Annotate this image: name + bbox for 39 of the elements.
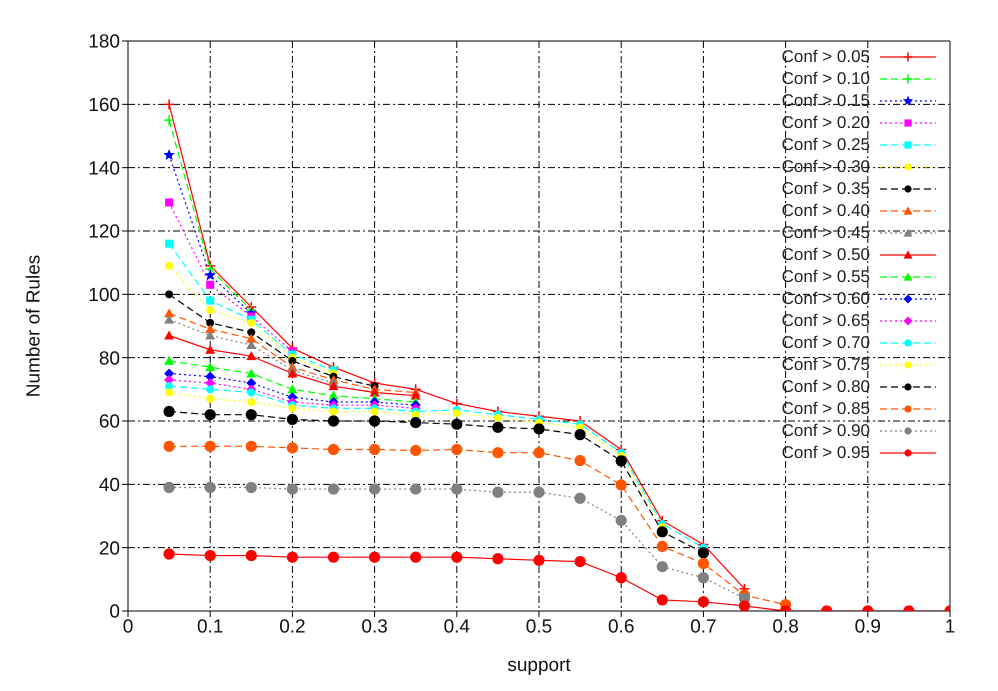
y-tick-label: 160	[88, 95, 120, 116]
legend-label: Conf > 0.55	[782, 267, 870, 287]
y-tick-label: 100	[88, 285, 120, 306]
x-tick-label: 0.2	[279, 616, 306, 638]
y-tick-label: 180	[88, 32, 120, 53]
y-tick-label: 20	[98, 538, 120, 560]
x-tick-label: 0.8	[772, 616, 799, 638]
x-axis-title: support	[507, 655, 572, 676]
x-tick-label: 0.7	[690, 616, 717, 638]
x-tick-label: 0	[122, 616, 134, 638]
y-tick-label: 140	[88, 158, 120, 180]
legend-label: Conf > 0.65	[782, 311, 870, 331]
x-tick-label: 0.6	[608, 616, 634, 638]
legend-label: Conf > 0.95	[782, 443, 870, 463]
y-tick-label: 120	[88, 222, 120, 243]
legend-label: Conf > 0.25	[782, 135, 870, 155]
x-tick-label: 1	[944, 616, 956, 638]
legend-label: Conf > 0.60	[782, 289, 870, 309]
x-tick-label: 0.1	[196, 616, 224, 638]
x-tick-label: 0.9	[854, 616, 882, 638]
y-tick-label: 60	[98, 412, 120, 433]
legend-label: Conf > 0.70	[782, 333, 870, 353]
legend-label: Conf > 0.10	[782, 69, 870, 89]
legend-label: Conf > 0.40	[782, 201, 870, 221]
y-tick-label: 40	[98, 475, 120, 496]
legend-label: Conf > 0.75	[782, 355, 870, 375]
y-tick-label: 0	[109, 602, 120, 623]
legend-label: Conf > 0.50	[782, 245, 870, 265]
legend-label: Conf > 0.90	[782, 421, 870, 441]
x-tick-label: 0.4	[444, 616, 470, 638]
x-tick-label: 0.3	[361, 616, 388, 638]
x-tick-label: 0.5	[526, 616, 552, 638]
legend-label: Conf > 0.20	[782, 113, 870, 133]
y-axis-title: Number of Rules	[24, 254, 45, 398]
legend-label: Conf > 0.85	[782, 399, 870, 419]
y-tick-label: 80	[98, 348, 120, 370]
legend-label: Conf > 0.05	[782, 47, 870, 67]
legend-label: Conf > 0.80	[782, 377, 870, 397]
legend-label: Conf > 0.35	[782, 179, 870, 199]
